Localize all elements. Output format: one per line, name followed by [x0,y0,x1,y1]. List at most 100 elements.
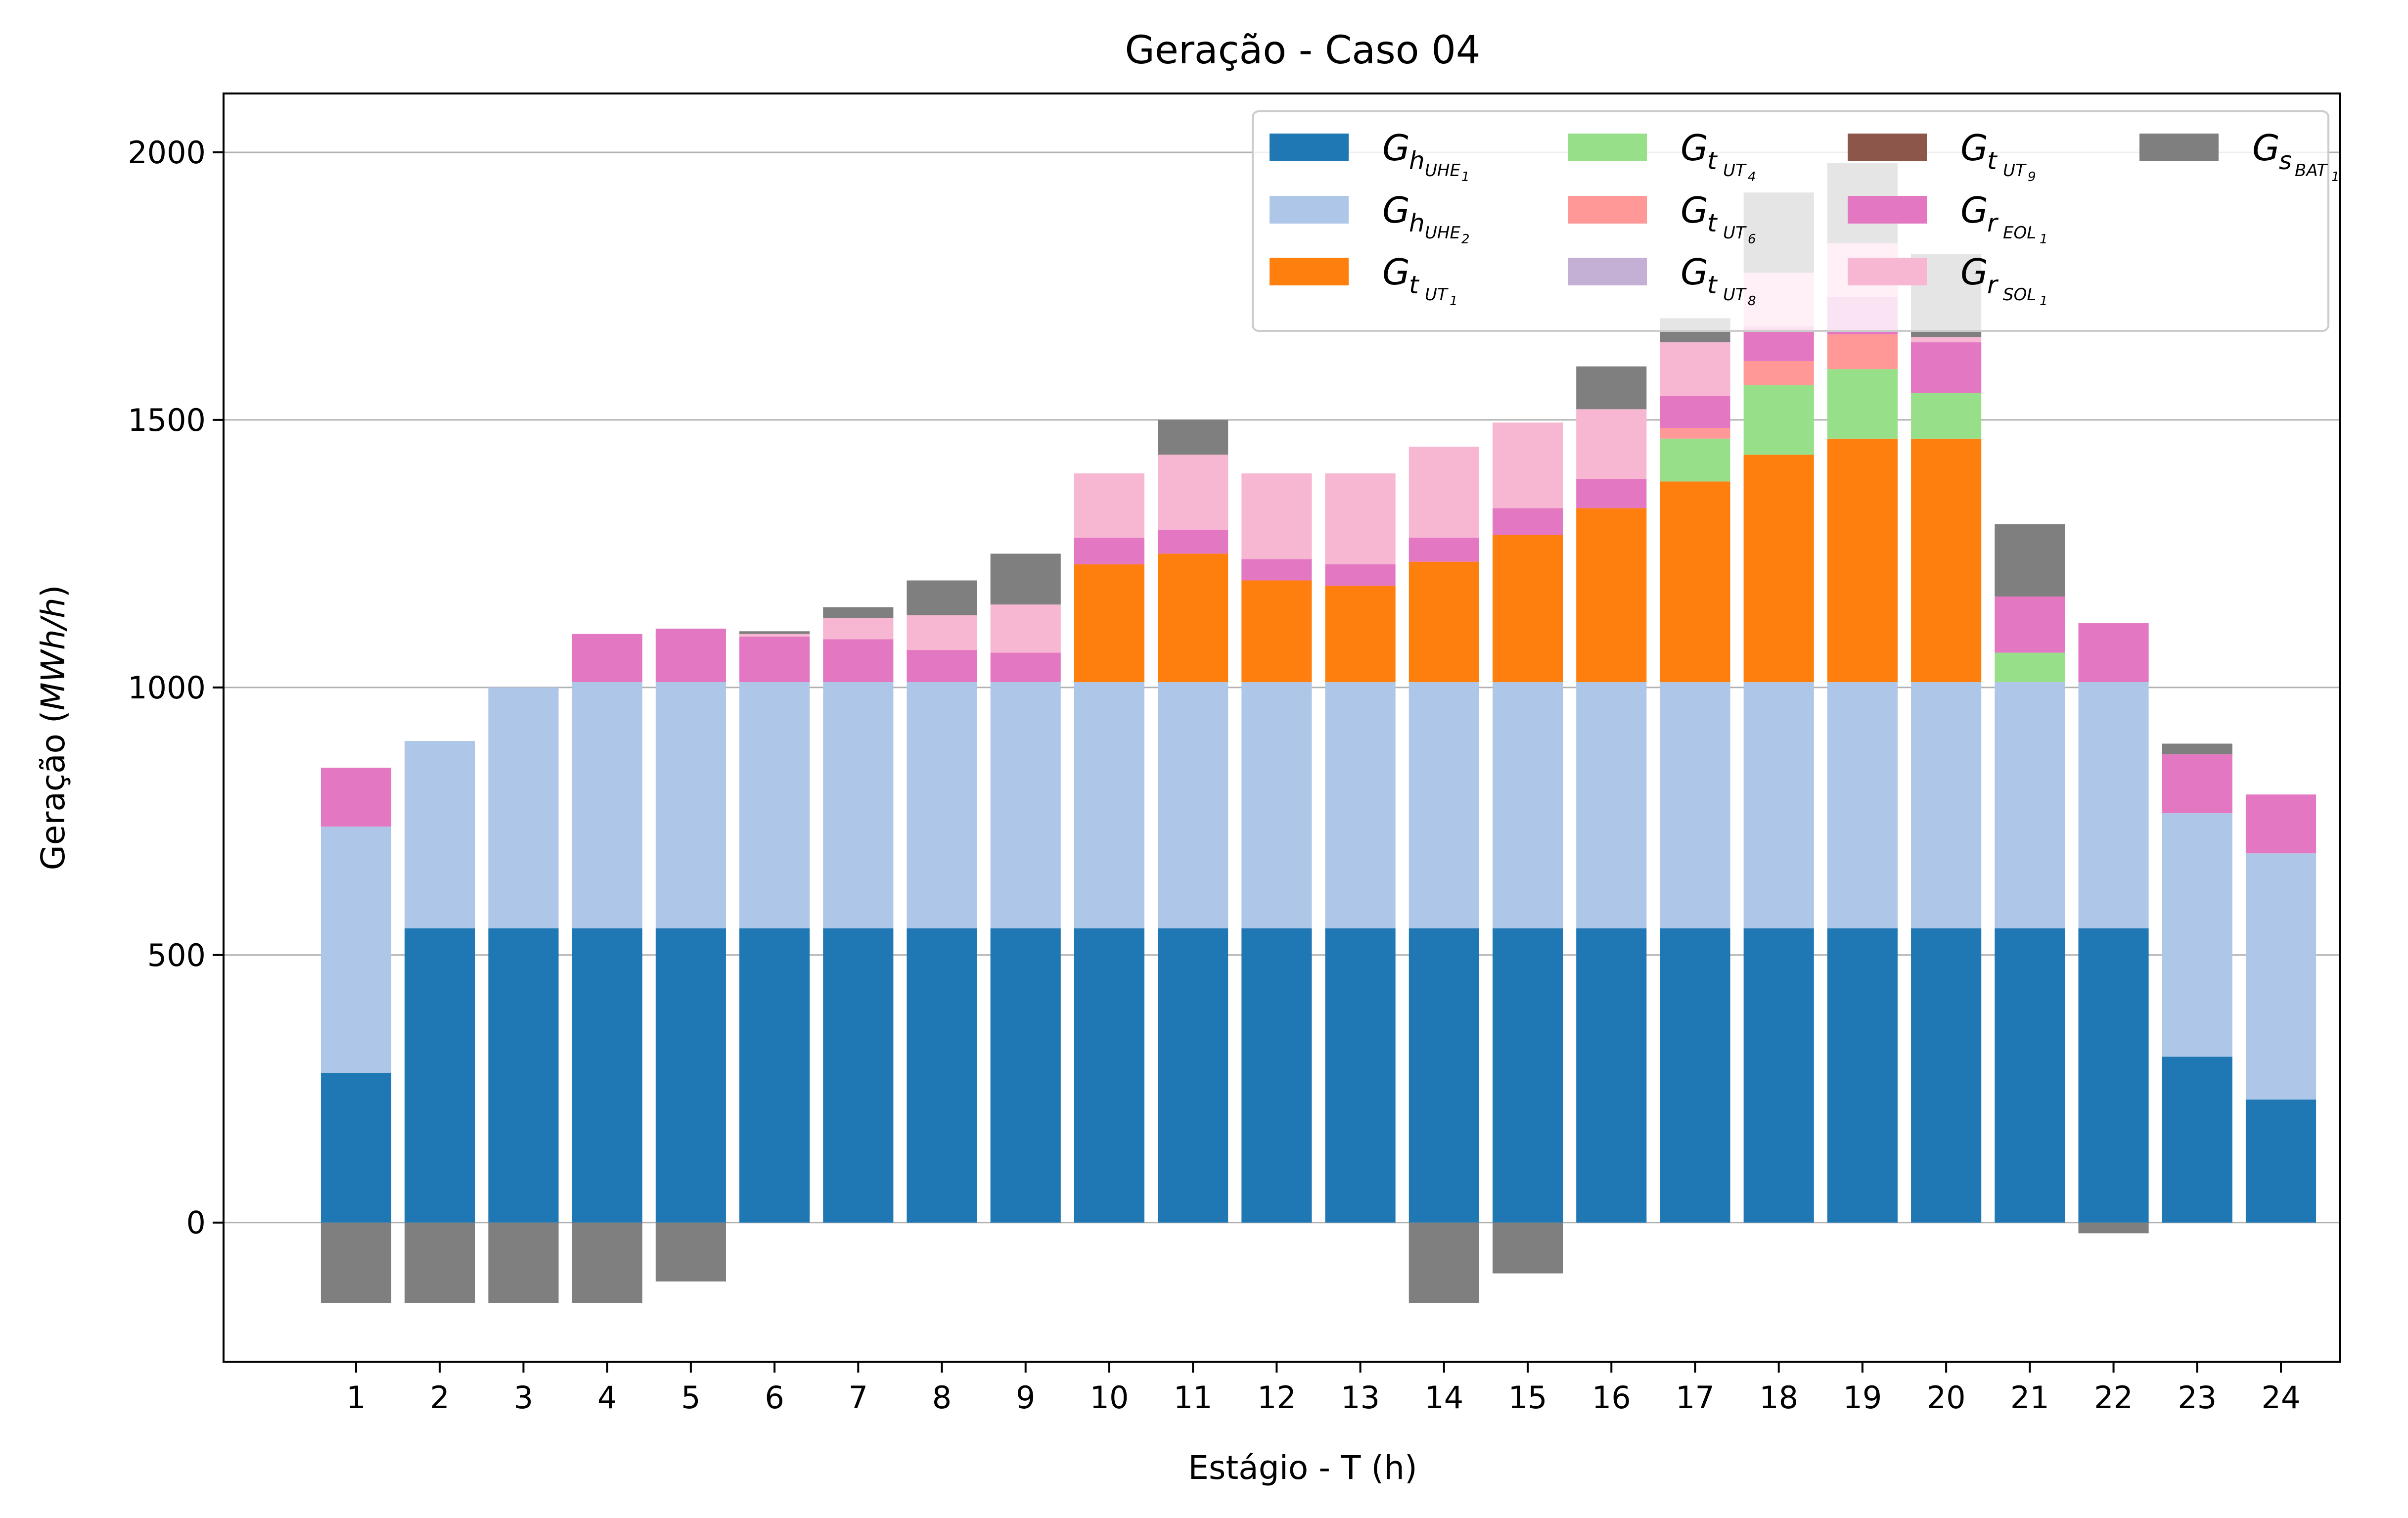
bar-segment [1911,438,1982,683]
x-tick-label: 7 [849,1380,868,1416]
legend-sub: h [1409,146,1425,175]
y-axis-ticks: 0 500 1000 1500 2000 [128,135,224,1241]
bar-segment [1158,553,1228,683]
bar-segment [1660,438,1730,482]
bar-segment [907,615,977,650]
bar-segment [1743,385,1814,455]
x-tick-label: 21 [2010,1380,2049,1416]
bar-segment [1743,928,1814,1223]
legend-sub3: 6 [1748,232,1756,247]
bar-segment [2162,743,2232,755]
legend-swatch [1848,258,1927,285]
bar-segment [1074,928,1145,1223]
x-axis-label: Estágio - T (h) [1188,1449,1417,1487]
bar-segment [990,928,1061,1223]
bar-segment [488,1222,559,1303]
legend-frame [1252,110,2329,332]
bar-segment [823,682,894,928]
legend-label: G [1681,127,1708,169]
bar-segment [1492,535,1563,683]
legend-swatch [1848,134,1927,161]
bar-segment [655,928,726,1223]
legend-swatch [1568,196,1647,224]
bar-segment [2245,794,2317,854]
bar-segment [1660,342,1730,396]
bar-segment [572,682,642,928]
legend-sub: t [1987,146,1998,175]
legend-sub2: UHE [1425,223,1460,243]
bar-segment [1576,409,1647,479]
legend-sub2: UT [2003,161,2027,181]
y-axis-label: Geração (MWh/h) [34,585,72,870]
y-axis-label-unit: MWh/h [34,598,72,710]
legend-sub3: 8 [1748,294,1756,309]
bar-segment [1827,438,1898,683]
legend-sub3: 1 [2040,294,2048,309]
bar-segment [1241,559,1312,581]
legend: Gh UHE 1Gh UHE 2Gt UT 1Gt UT 4Gt UT 6Gt UT 8Gt UT 9Gr E… [1252,110,2340,332]
legend-swatch [1848,196,1927,224]
bar-segment [739,928,810,1223]
bar-segment [1660,682,1730,928]
bar-segment [1911,928,1982,1223]
legend-swatch [1270,196,1349,224]
legend-label: G [1960,251,1988,293]
bar-segment [1995,682,2065,928]
legend-sub: h [1409,209,1425,237]
bar-segment [488,928,559,1223]
x-tick-label: 23 [2178,1380,2217,1416]
legend-label: G [2252,127,2280,169]
bar-segment [1911,337,1982,343]
legend-sub2: UHE [1425,161,1460,181]
bar-segment [1158,529,1228,554]
legend-entry: Gr SOL 1 [1848,251,2048,309]
bar-segment [1995,928,2065,1223]
legend-sub: r [1987,209,1999,237]
bar-segment [1660,481,1730,683]
bar-segment [1074,473,1145,538]
bar-segment [1325,928,1396,1223]
bar-segment [488,687,559,928]
bar-segment [1158,455,1228,530]
bar-segment [1408,447,1479,538]
bar-segment [1158,419,1228,455]
legend-sub2: UT [1723,285,1747,305]
bar-segment [320,1072,392,1223]
bar-segment [1827,682,1898,928]
bar-segment [1660,928,1730,1223]
bar-segment [1660,428,1730,439]
x-tick-label: 5 [681,1380,700,1416]
x-tick-label: 22 [2094,1380,2133,1416]
bar-segment [1827,928,1898,1223]
x-tick-label: 14 [1424,1380,1463,1416]
legend-swatch [1270,134,1349,161]
x-tick-label: 16 [1592,1380,1631,1416]
legend-entry: Gh UHE 2 [1270,189,1470,247]
legend-entry: Gt UT 1 [1270,251,1458,309]
bar-segment [1492,508,1563,535]
y-tick-label: 2000 [128,135,206,171]
bar-segment [907,682,977,928]
bar-segment [1492,1222,1563,1274]
bar-segment [907,580,977,615]
bar-segment [1492,682,1563,928]
bar-segment [320,768,392,827]
legend-sub3: 4 [1748,170,1756,184]
legend-label: G [1681,251,1708,293]
legend-sub3: 2 [1461,232,1470,247]
legend-label: G [1960,127,1988,169]
bar-segment [320,827,392,1073]
x-tick-label: 15 [1508,1380,1547,1416]
bar-segment [2162,1057,2232,1223]
bar-segment [572,634,642,683]
x-tick-label: 6 [765,1380,784,1416]
legend-label: G [1382,189,1410,231]
legend-sub3: 9 [2028,170,2036,184]
bar-segment [739,682,810,928]
y-tick-label: 0 [186,1205,206,1241]
bar-segment [823,928,894,1223]
bar-segment [655,682,726,928]
bar-segment [1241,682,1312,928]
x-tick-label: 8 [932,1380,952,1416]
legend-sub: t [1409,271,1420,299]
